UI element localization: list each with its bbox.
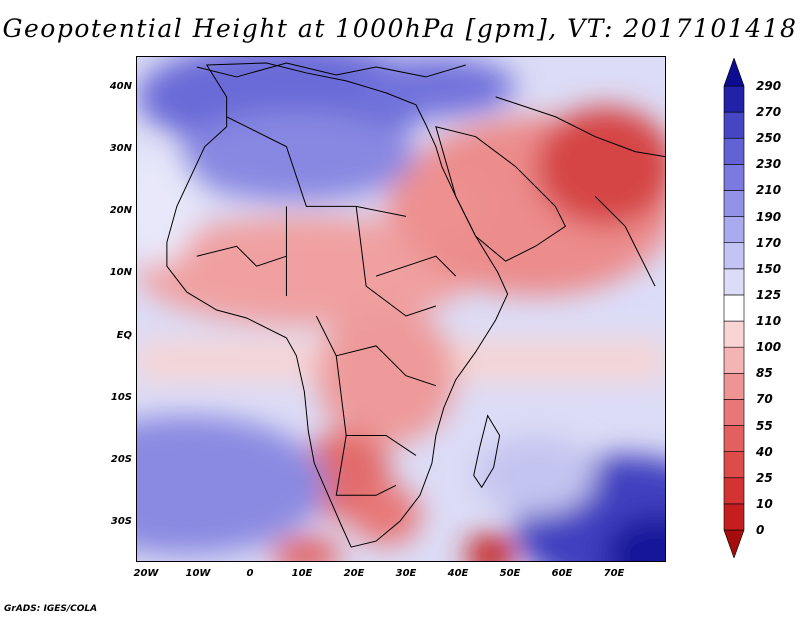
colorbar-swatch (723, 294, 745, 322)
lat-label-10s: 10S (110, 392, 132, 403)
colorbar-swatch (723, 85, 745, 113)
lon-label-60e: 60E (551, 568, 573, 579)
colorbar-swatch (723, 451, 745, 479)
colorbar-level-label: 100 (756, 340, 782, 355)
colorbar-swatch (723, 346, 745, 374)
lon-label-20e: 20E (343, 568, 365, 579)
lon-label-10w: 10W (185, 568, 211, 579)
height-field (137, 57, 665, 561)
lat-label-40n: 40N (109, 81, 132, 92)
lon-label-0: 0 (246, 568, 254, 579)
lon-label-50e: 50E (499, 568, 521, 579)
colorbar-level-label: 250 (756, 131, 782, 146)
geopotential-map (136, 56, 666, 562)
lon-label-30e: 30E (395, 568, 417, 579)
lon-label-20w: 20W (133, 568, 159, 579)
colorbar-swatch (723, 190, 745, 217)
lat-label-30n: 30N (109, 143, 132, 154)
colorbar-level-label: 25 (756, 470, 773, 485)
colorbar-swatch (723, 268, 745, 296)
colorbar-level-label: 10 (756, 496, 773, 511)
colorbar-level-label: 40 (756, 444, 773, 459)
colorbar-swatch (723, 320, 745, 348)
map-title: Geopotential Height at 1000hPa [gpm], VT… (2, 14, 798, 43)
colorbar-level-label: 70 (756, 392, 773, 407)
colorbar (723, 58, 745, 558)
colorbar-swatch (723, 425, 745, 452)
colorbar-arrow-top (723, 58, 745, 87)
lat-label-10n: 10N (109, 267, 132, 278)
colorbar-level-label: 85 (756, 366, 773, 381)
colorbar-swatch (723, 137, 745, 165)
colorbar-swatch (723, 503, 745, 531)
lon-label-40e: 40E (447, 568, 469, 579)
colorbar-level-label: 170 (756, 235, 782, 250)
colorbar-swatch (723, 372, 745, 400)
lat-label-eq: EQ (116, 330, 132, 341)
colorbar-arrow-bottom (723, 529, 745, 558)
colorbar-level-label: 190 (756, 209, 782, 224)
colorbar-level-label: 230 (756, 157, 782, 172)
colorbar-swatch (723, 242, 745, 270)
colorbar-swatch (723, 477, 745, 505)
colorbar-level-label: 270 (756, 105, 782, 120)
lat-label-30s: 30S (110, 516, 132, 527)
grads-credit: GrADS: IGES/COLA (4, 604, 98, 614)
colorbar-level-label: 210 (756, 183, 782, 198)
lat-label-20s: 20S (110, 454, 132, 465)
lon-label-70e: 70E (603, 568, 625, 579)
lon-label-10e: 10E (291, 568, 313, 579)
colorbar-level-label: 125 (756, 287, 782, 302)
colorbar-swatch (723, 399, 745, 426)
colorbar-swatch (723, 216, 745, 244)
colorbar-level-label: 110 (756, 314, 782, 329)
coastlines (166, 62, 665, 548)
colorbar-swatch (723, 164, 745, 191)
colorbar-level-label: 150 (756, 261, 782, 276)
colorbar-level-label: 290 (756, 79, 782, 93)
colorbar-level-label: 55 (756, 418, 773, 433)
colorbar-swatch (723, 111, 745, 139)
colorbar-level-label: 0 (756, 523, 765, 537)
lat-label-20n: 20N (109, 205, 132, 216)
